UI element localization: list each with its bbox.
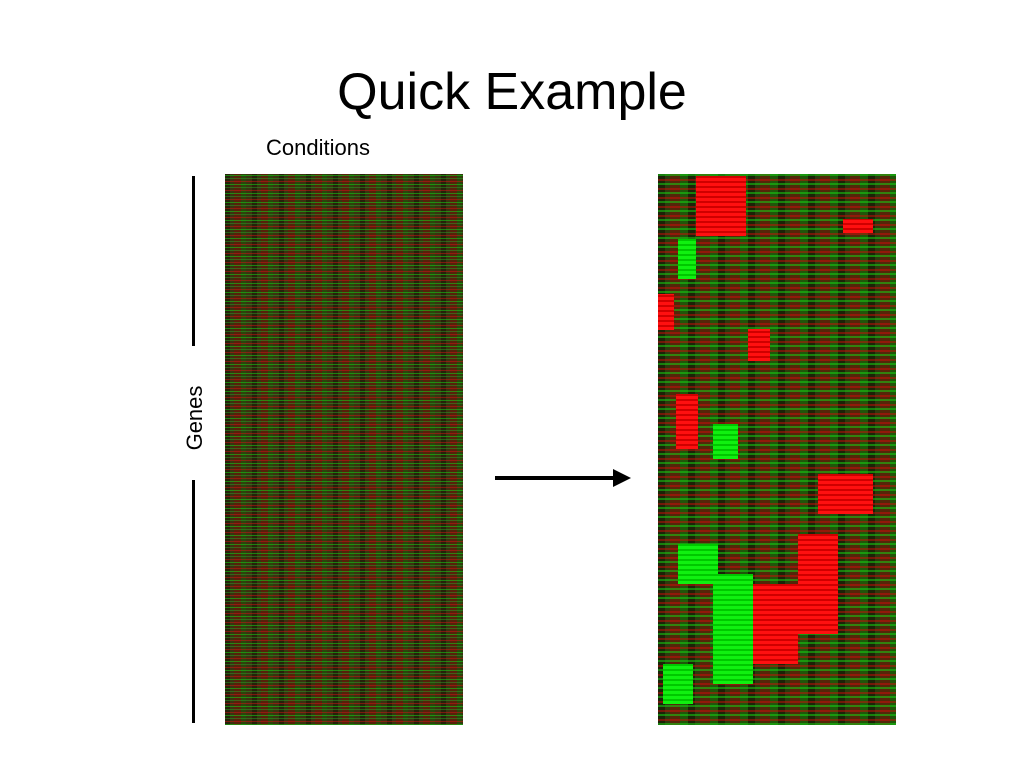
heatmap-cluster — [696, 176, 746, 236]
heatmap-cluster — [798, 534, 838, 634]
heatmap-cluster — [713, 574, 753, 684]
genes-label: Genes — [182, 385, 207, 451]
heatmap-cluster — [678, 544, 718, 584]
genes-line-bottom — [192, 480, 195, 723]
heatmap-cluster — [753, 584, 798, 664]
slide-title: Quick Example — [337, 63, 687, 121]
heatmap-cluster — [818, 474, 873, 514]
heatmap-cluster — [678, 239, 696, 279]
heatmap-cluster — [658, 294, 674, 330]
heatmap-cluster — [713, 424, 738, 459]
heatmap-cluster — [843, 219, 873, 233]
heatmap-clustered — [658, 174, 896, 725]
heatmap-unclustered — [225, 174, 463, 725]
heatmap-cluster — [676, 394, 698, 449]
heatmap-cluster — [663, 664, 693, 704]
conditions-label: Conditions — [266, 135, 370, 160]
genes-line-top — [192, 176, 195, 346]
heatmap-cluster — [748, 329, 770, 361]
arrow-head — [613, 469, 631, 487]
arrow — [495, 469, 631, 487]
